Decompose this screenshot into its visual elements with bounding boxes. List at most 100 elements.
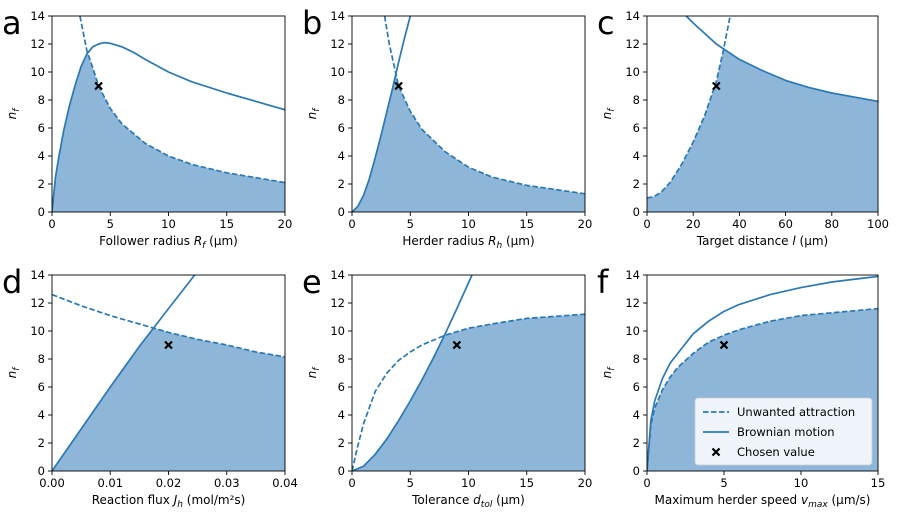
y-axis-label: nf (305, 366, 322, 379)
y-tick-label: 6 (338, 380, 345, 394)
y-tick-label: 12 (330, 296, 345, 310)
y-tick-label: 10 (625, 324, 640, 338)
y-tick-label: 8 (38, 93, 45, 107)
y-tick-label: 12 (330, 37, 345, 51)
x-tick-label: 60 (778, 217, 793, 231)
panel-c: 0 20 40 60 80 100 0 2 4 6 8 10 12 14 Target distance l… (597, 4, 889, 248)
x-tick-label: 0 (348, 217, 355, 231)
feasible-region-fill (352, 314, 585, 471)
y-tick-label: 2 (338, 177, 345, 191)
y-tick-label: 6 (338, 121, 345, 135)
y-tick-label: 0 (633, 205, 640, 219)
panel-f: 0 5 10 15 0 2 4 6 8 10 12 14 Maximum herder speed vm… (597, 263, 885, 510)
x-axis-label: Tolerance dtol (μm) (411, 493, 525, 510)
x-tick-label: 20 (578, 217, 593, 231)
panel-label: b (302, 4, 322, 42)
brownian-motion-line (647, 275, 878, 471)
feasible-region-fill (352, 74, 585, 212)
panel-label: a (2, 4, 22, 42)
x-tick-label: 20 (686, 217, 701, 231)
x-tick-label: 0.01 (97, 476, 123, 490)
x-axis-label: Follower radius Rf (μm) (99, 234, 238, 251)
y-tick-label: 12 (625, 296, 640, 310)
x-tick-label: 0 (48, 217, 55, 231)
x-tick-label: 5 (107, 217, 114, 231)
y-tick-label: 4 (38, 149, 45, 163)
legend-label: Chosen value (737, 445, 815, 459)
legend-x-marker-icon (711, 447, 721, 457)
legend-label: Brownian motion (737, 425, 835, 439)
y-tick-label: 6 (38, 121, 45, 135)
y-tick-label: 4 (38, 408, 45, 422)
y-tick-label: 6 (38, 380, 45, 394)
y-tick-label: 4 (338, 408, 345, 422)
unwanted-attraction-line (647, 16, 731, 199)
y-tick-label: 10 (30, 324, 45, 338)
feasible-region-fill (647, 49, 878, 212)
y-tick-label: 8 (338, 352, 345, 366)
y-tick-label: 10 (625, 65, 640, 79)
panel-b: 0 5 10 15 20 0 2 4 6 8 10 12 14 Herder radius Rh (μm)… (302, 4, 592, 251)
panel-e: 0 5 10 15 20 0 2 4 6 8 10 12 14 Tolerance dtol (μm) nf… (302, 263, 592, 510)
y-tick-label: 2 (633, 436, 640, 450)
feasible-region-fill (52, 53, 285, 212)
panel-label: f (597, 263, 609, 301)
x-tick-label: 15 (219, 217, 234, 231)
y-tick-label: 4 (338, 149, 345, 163)
legend-item: Brownian motion (703, 425, 835, 439)
y-tick-label: 0 (38, 464, 45, 478)
y-tick-label: 14 (625, 9, 640, 23)
legend-label: Unwanted attraction (737, 405, 855, 419)
x-tick-label: 15 (871, 476, 886, 490)
y-tick-label: 2 (38, 177, 45, 191)
y-tick-label: 2 (338, 436, 345, 450)
y-axis-label: nf (305, 107, 322, 120)
unwanted-attraction-line (383, 16, 585, 195)
y-tick-label: 2 (633, 177, 640, 191)
y-tick-label: 2 (38, 436, 45, 450)
x-tick-label: 10 (461, 217, 476, 231)
unwanted-attraction-line (52, 293, 285, 358)
y-tick-label: 8 (633, 352, 640, 366)
x-tick-label: 0.02 (156, 476, 182, 490)
x-tick-label: 10 (161, 217, 176, 231)
y-tick-label: 14 (30, 9, 45, 23)
x-tick-label: 20 (578, 476, 593, 490)
y-tick-label: 10 (30, 65, 45, 79)
y-tick-label: 14 (625, 268, 640, 282)
x-tick-label: 0 (643, 217, 650, 231)
y-tick-label: 8 (633, 93, 640, 107)
y-tick-label: 0 (338, 464, 345, 478)
chosen-value-marker (452, 340, 462, 350)
chosen-value-marker (164, 340, 173, 350)
x-tick-label: 100 (867, 217, 889, 231)
x-tick-label: 80 (824, 217, 839, 231)
x-tick-label: 5 (407, 217, 414, 231)
legend: Unwanted attraction Brownian motion Chosen… (694, 397, 873, 466)
x-tick-label: 5 (407, 476, 414, 490)
x-axis-label: Maximum herder speed vmax (μm/s) (655, 493, 871, 510)
y-tick-label: 12 (625, 37, 640, 51)
y-tick-label: 10 (330, 65, 345, 79)
panel-label: e (302, 263, 322, 301)
chosen-value-marker (94, 81, 103, 91)
panel-label: c (597, 4, 615, 42)
x-tick-label: 0.00 (39, 476, 65, 490)
x-axis-label: Herder radius Rh (μm) (402, 234, 534, 251)
x-tick-label: 5 (720, 476, 727, 490)
legend-box (694, 397, 873, 466)
y-tick-label: 10 (330, 324, 345, 338)
chosen-value-marker (719, 340, 729, 350)
y-axis-label: nf (600, 107, 617, 120)
chosen-value-marker (712, 81, 721, 91)
brownian-motion-line (352, 16, 412, 212)
panel-a: 0 5 10 15 20 0 2 4 6 8 10 12 14 Follower radius Rf (μ… (2, 4, 292, 251)
x-tick-label: 0.04 (272, 476, 298, 490)
unwanted-attraction-line (79, 16, 285, 184)
brownian-motion-line (685, 16, 878, 103)
x-tick-label: 0.03 (214, 476, 240, 490)
y-tick-label: 14 (30, 268, 45, 282)
y-axis-label: nf (600, 366, 617, 379)
y-axis-label: nf (5, 366, 22, 379)
